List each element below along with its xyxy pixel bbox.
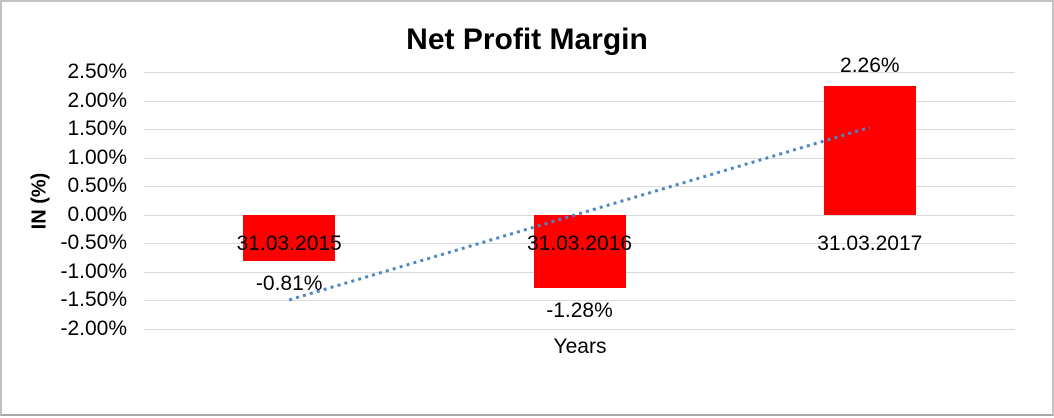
y-tick-label: -2.00% [60, 317, 127, 340]
y-tick-label: -1.00% [60, 259, 127, 283]
value-label: -1.28% [546, 298, 613, 322]
y-tick-label: 2.00% [67, 88, 127, 112]
y-tick-label: 1.00% [67, 145, 127, 169]
y-tick-label: 0.00% [67, 202, 127, 226]
gridline [144, 329, 1015, 330]
category-label: 31.03.2015 [236, 231, 342, 255]
category-label: 31.03.2016 [526, 231, 633, 255]
value-label: -0.81% [255, 272, 323, 295]
y-tick-label: -0.50% [60, 231, 127, 255]
y-tick-label: 2.50% [67, 60, 127, 83]
value-label: 2.26% [840, 53, 900, 77]
bar-31-03-2017[interactable] [823, 85, 916, 215]
gridline [144, 100, 1015, 102]
category-label: 31.03.2017 [817, 231, 923, 255]
y-tick-label: 0.50% [67, 174, 127, 198]
y-tick-label: -1.50% [60, 288, 127, 312]
x-axis-title: Years [553, 335, 607, 358]
gridline [144, 72, 1015, 73]
chart-title: Net Profit Margin [406, 23, 648, 56]
y-tick-label: 1.50% [67, 117, 127, 141]
